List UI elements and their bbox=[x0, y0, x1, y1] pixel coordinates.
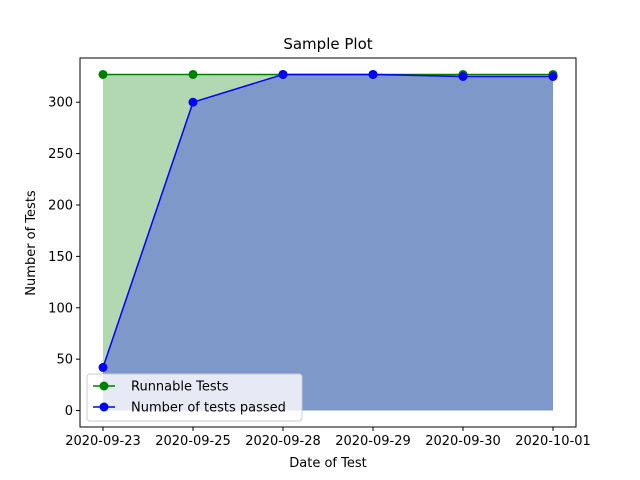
x-tick-label: 2020-09-29 bbox=[335, 434, 411, 449]
point-series-1 bbox=[188, 69, 198, 79]
x-tick-label: 2020-09-25 bbox=[155, 434, 231, 449]
area-series-2 bbox=[103, 74, 553, 411]
x-axis-label: Date of Test bbox=[289, 456, 366, 471]
y-tick-label: 0 bbox=[65, 404, 73, 419]
point-series-2 bbox=[188, 97, 198, 107]
point-series-2 bbox=[458, 72, 468, 82]
x-axis: 2020-09-23 2020-09-25 2020-09-28 2020-09-29… bbox=[65, 427, 591, 449]
y-tick-label: 250 bbox=[48, 147, 73, 162]
x-tick-label: 2020-10-01 bbox=[515, 434, 591, 449]
chart-title: Sample Plot bbox=[283, 35, 372, 53]
legend: Runnable Tests Number of tests passed bbox=[86, 373, 303, 422]
point-series-2 bbox=[278, 69, 288, 79]
x-tick-label: 2020-09-30 bbox=[425, 434, 501, 449]
y-axis: 0 50 100 150 200 250 300 bbox=[48, 96, 80, 419]
legend-marker-2 bbox=[99, 402, 109, 412]
y-tick-label: 200 bbox=[48, 198, 73, 213]
plot-area bbox=[98, 69, 558, 411]
point-series-2 bbox=[548, 72, 558, 82]
y-tick-label: 50 bbox=[56, 353, 73, 368]
point-series-2 bbox=[98, 362, 108, 372]
x-tick-label: 2020-09-23 bbox=[65, 434, 141, 449]
legend-label-2: Number of tests passed bbox=[131, 401, 286, 416]
legend-box bbox=[86, 373, 303, 422]
point-series-2 bbox=[368, 69, 378, 79]
legend-label-1: Runnable Tests bbox=[131, 380, 229, 395]
y-tick-label: 100 bbox=[48, 301, 73, 316]
x-tick-label: 2020-09-28 bbox=[245, 434, 321, 449]
legend-marker-1 bbox=[99, 381, 109, 391]
axes-frame bbox=[79, 57, 577, 428]
y-tick-label: 300 bbox=[48, 96, 73, 111]
line-series-2 bbox=[102, 73, 553, 368]
point-series-1 bbox=[98, 69, 108, 79]
y-axis-label: Number of Tests bbox=[24, 190, 39, 296]
y-tick-label: 150 bbox=[48, 250, 73, 265]
